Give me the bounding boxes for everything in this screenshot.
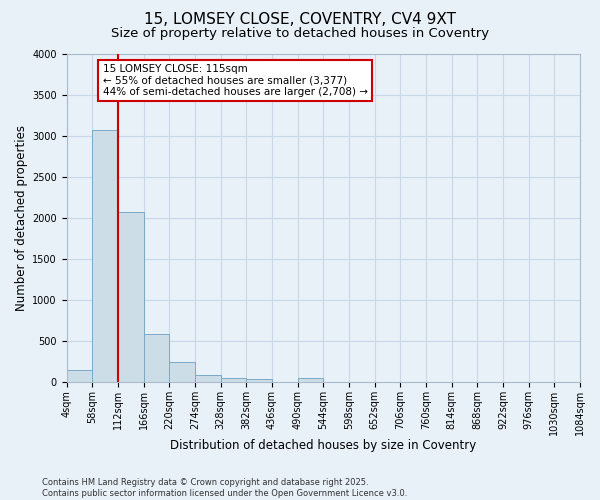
Bar <box>118 212 143 382</box>
Bar <box>247 379 272 382</box>
Text: 15, LOMSEY CLOSE, COVENTRY, CV4 9XT: 15, LOMSEY CLOSE, COVENTRY, CV4 9XT <box>144 12 456 28</box>
Bar <box>221 378 247 382</box>
Text: Contains HM Land Registry data © Crown copyright and database right 2025.
Contai: Contains HM Land Registry data © Crown c… <box>42 478 407 498</box>
Bar <box>67 370 92 382</box>
Text: Size of property relative to detached houses in Coventry: Size of property relative to detached ho… <box>111 28 489 40</box>
Y-axis label: Number of detached properties: Number of detached properties <box>15 125 28 311</box>
Bar <box>298 378 323 382</box>
Text: 15 LOMSEY CLOSE: 115sqm
← 55% of detached houses are smaller (3,377)
44% of semi: 15 LOMSEY CLOSE: 115sqm ← 55% of detache… <box>103 64 368 97</box>
Bar <box>143 334 169 382</box>
Bar <box>169 362 195 382</box>
X-axis label: Distribution of detached houses by size in Coventry: Distribution of detached houses by size … <box>170 440 476 452</box>
Bar <box>92 130 118 382</box>
Bar <box>195 375 221 382</box>
